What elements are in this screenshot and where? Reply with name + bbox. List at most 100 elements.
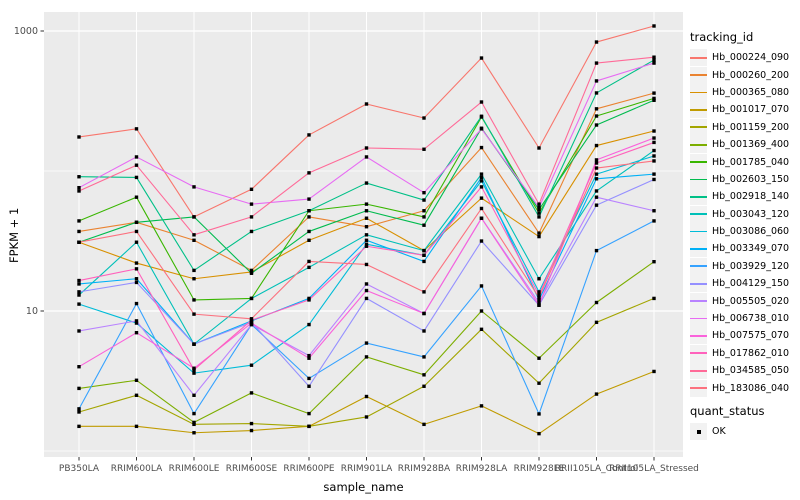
data-point	[307, 265, 311, 270]
legend-item-label: Hb_001785_040	[712, 156, 790, 168]
data-point	[77, 424, 81, 429]
legend-item-label: Hb_005505_020	[712, 295, 790, 307]
data-point	[249, 321, 254, 325]
data-point	[364, 238, 369, 242]
data-point	[422, 253, 426, 257]
legend-item-Hb_017862_010: Hb_017862_010	[690, 344, 798, 362]
data-point	[364, 181, 369, 185]
legend-key	[690, 83, 707, 101]
x-tick-label: RRIM600SE	[226, 464, 278, 474]
legend-item-label: Hb_000365_080	[712, 86, 790, 98]
legend-key	[690, 423, 707, 440]
legend-line-swatch	[690, 369, 707, 372]
data-point	[594, 172, 599, 176]
data-point	[249, 271, 254, 275]
legend-item-label: Hb_001017_070	[712, 104, 790, 116]
data-point	[422, 116, 426, 120]
data-point	[537, 234, 541, 239]
data-point	[422, 248, 426, 253]
data-point	[307, 209, 311, 213]
data-point	[479, 127, 484, 131]
data-point	[307, 356, 311, 360]
data-point	[249, 363, 254, 367]
legend-line-swatch	[690, 282, 707, 285]
data-point	[77, 290, 81, 294]
data-point	[249, 296, 254, 301]
data-point	[192, 393, 196, 397]
data-point	[364, 341, 369, 345]
data-point	[364, 216, 369, 220]
data-point	[307, 171, 311, 175]
legend-line-swatch	[690, 74, 707, 76]
data-point	[249, 421, 254, 426]
data-point	[652, 24, 656, 28]
legend-line-swatch	[690, 335, 707, 337]
data-point	[307, 376, 311, 381]
legend-line-swatch	[690, 265, 707, 268]
data-point	[77, 135, 81, 139]
legend-item-label: Hb_017862_010	[712, 347, 790, 359]
data-point	[594, 61, 599, 65]
legend-line-swatch	[690, 230, 707, 233]
data-point	[652, 154, 656, 158]
data-point	[307, 197, 311, 201]
legend-item-Hb_001017_070: Hb_001017_070	[690, 101, 798, 119]
data-point	[307, 215, 311, 219]
legend-key	[690, 101, 707, 119]
legend-item-label: OK	[712, 426, 726, 437]
legend-key	[690, 327, 707, 345]
y-tick-label: 1000	[14, 26, 38, 37]
data-point	[77, 302, 81, 306]
data-point	[594, 91, 599, 95]
legend-item-Hb_003349_070: Hb_003349_070	[690, 240, 798, 258]
data-point	[422, 215, 426, 219]
legend-line-swatch	[690, 248, 707, 250]
y-tick-label: 10	[26, 306, 38, 317]
data-point	[537, 303, 541, 307]
legend-key	[690, 49, 707, 67]
legend-line-swatch	[690, 387, 707, 389]
data-point	[77, 365, 81, 369]
data-point	[652, 129, 656, 133]
data-point	[134, 220, 139, 225]
data-point	[652, 209, 656, 213]
data-point	[594, 123, 599, 127]
data-point	[364, 394, 369, 399]
data-point	[652, 369, 656, 374]
data-point	[134, 280, 139, 285]
x-tick-label: RRIM600LE	[169, 464, 220, 474]
legend-item-Hb_001159_200: Hb_001159_200	[690, 118, 798, 136]
data-point	[192, 277, 196, 281]
data-point	[594, 79, 599, 83]
legend-line-swatch	[690, 91, 707, 94]
x-tick-label: RRIM901LA	[341, 464, 393, 474]
data-point	[479, 206, 484, 211]
data-point	[479, 145, 484, 150]
data-point	[594, 300, 599, 305]
data-point	[364, 155, 369, 159]
legend-key	[690, 153, 707, 171]
legend-key	[690, 362, 707, 380]
data-point	[479, 309, 484, 313]
legend-item-ok: OK	[690, 423, 798, 440]
legend-item-label: Hb_006738_010	[712, 313, 790, 325]
data-point	[77, 219, 81, 223]
data-point	[249, 229, 254, 234]
data-point	[77, 185, 81, 190]
y-axis-title: FPKM + 1	[7, 207, 21, 263]
data-point	[364, 288, 369, 293]
data-point	[479, 100, 484, 104]
legend-item-Hb_003086_060: Hb_003086_060	[690, 223, 798, 241]
data-point	[307, 259, 311, 264]
legend-line-swatch	[690, 178, 707, 181]
data-point	[249, 317, 254, 321]
data-point	[307, 411, 311, 416]
data-point	[422, 209, 426, 213]
data-point	[364, 282, 369, 286]
data-point	[594, 189, 599, 193]
data-point	[364, 415, 369, 419]
data-point	[249, 391, 254, 395]
data-point	[422, 198, 426, 202]
data-point	[537, 205, 541, 210]
data-point	[134, 267, 139, 271]
